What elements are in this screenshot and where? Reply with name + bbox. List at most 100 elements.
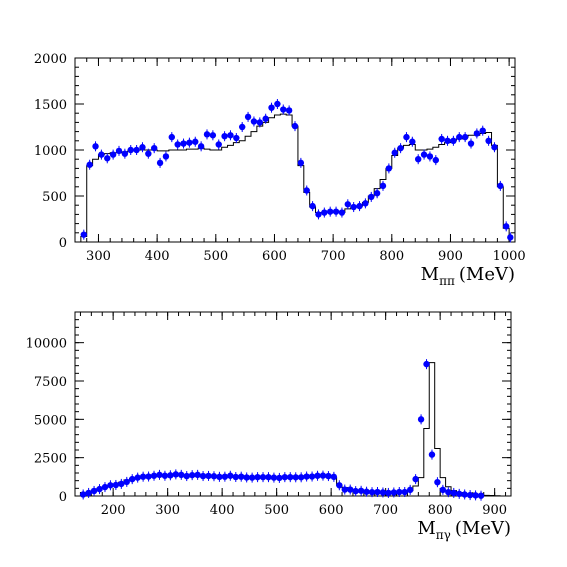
x-axis-title-main: M: [421, 264, 439, 285]
data-point: [121, 150, 129, 157]
data-point: [268, 104, 275, 111]
data-point: [215, 141, 222, 148]
data-point: [107, 482, 114, 489]
panel-mpigamma: 200 300 400 500 600 700 800 900 0 2500 5000 7500 100…: [26, 311, 512, 542]
data-point: [287, 473, 294, 481]
data-point: [134, 474, 141, 481]
data-point: [466, 491, 474, 499]
data-point: [415, 156, 422, 163]
data-point: [205, 472, 212, 480]
x-tick-label: 300: [86, 249, 111, 264]
data-point: [150, 472, 158, 479]
x-tick-label: 800: [428, 503, 453, 518]
data-point: [101, 483, 109, 491]
y-tick-label: 2000: [34, 52, 67, 67]
data-point: [133, 146, 140, 154]
data-point: [336, 482, 343, 489]
data-point: [90, 487, 98, 495]
data-point: [420, 151, 428, 158]
y-tick-label: 1500: [34, 98, 67, 113]
data-point: [456, 490, 463, 498]
data-point: [161, 472, 169, 479]
x-tick-label: 700: [373, 503, 398, 518]
y-tick-label: 7500: [34, 375, 67, 390]
data-point: [314, 472, 321, 479]
data-point: [112, 481, 120, 489]
data-point: [139, 473, 147, 480]
data-point: [352, 487, 359, 495]
data-point: [210, 473, 218, 480]
data-point: [203, 131, 211, 138]
x-tick-label: 200: [101, 503, 126, 518]
x-axis-title-main: M: [417, 518, 435, 539]
data-point: [292, 474, 299, 481]
data-point: [238, 473, 245, 480]
data-point: [497, 182, 504, 190]
y-tick-label: 1000: [34, 144, 67, 159]
data-point: [297, 474, 305, 481]
data-point: [368, 193, 375, 201]
x-tick-label: 600: [262, 249, 287, 264]
data-point: [244, 113, 252, 121]
x-tick-label: 500: [264, 503, 289, 518]
x-tick-label: 400: [210, 503, 235, 518]
data-point: [192, 138, 199, 145]
data-point: [330, 473, 338, 481]
data-point: [139, 144, 146, 151]
axis-ticks: [74, 57, 515, 243]
data-point: [315, 211, 322, 218]
data-point: [350, 203, 357, 211]
data-point: [356, 202, 363, 210]
data-point: [197, 143, 205, 150]
data-point: [232, 473, 239, 481]
x-tick-label: 700: [321, 249, 346, 264]
data-points: [79, 359, 485, 501]
data-point: [397, 144, 404, 152]
data-point: [186, 139, 193, 146]
data-point: [434, 479, 441, 486]
data-point: [401, 488, 408, 496]
data-point: [344, 201, 351, 208]
data-point: [188, 471, 196, 479]
data-point: [363, 488, 370, 495]
data-point: [341, 486, 348, 493]
tick-labels: 300 400 500 600 700 800 900 1000 0 500 1000 1500 200…: [34, 52, 526, 264]
data-point: [309, 202, 316, 210]
histogram-outline: [80, 113, 510, 242]
data-point: [86, 161, 93, 168]
data-point: [118, 480, 125, 488]
y-tick-label: 500: [42, 190, 67, 205]
x-tick-label: 900: [438, 249, 463, 264]
data-point: [321, 209, 328, 216]
data-point: [461, 491, 468, 498]
data-point: [156, 471, 163, 479]
data-point: [332, 208, 340, 215]
data-point: [183, 472, 190, 480]
data-point: [396, 488, 403, 496]
x-tick-label: 400: [145, 249, 170, 264]
data-point: [85, 489, 92, 497]
data-point: [168, 133, 175, 141]
data-point: [92, 143, 99, 150]
data-point: [472, 492, 479, 499]
data-point: [239, 123, 246, 131]
x-tick-label: 300: [155, 503, 180, 518]
data-point: [438, 135, 445, 143]
data-point: [325, 472, 332, 480]
data-point: [385, 489, 392, 497]
x-axis-title: Mππ (MeV): [421, 264, 515, 288]
data-point: [248, 474, 256, 481]
axis-ticks: [75, 311, 511, 497]
data-point: [156, 159, 164, 167]
data-point: [362, 200, 369, 207]
data-point: [262, 115, 269, 122]
data-point: [172, 471, 180, 478]
data-point: [456, 133, 463, 141]
data-point: [291, 122, 299, 130]
y-tick-label: 10000: [26, 337, 67, 352]
y-tick-label: 0: [59, 236, 67, 251]
data-point: [123, 478, 130, 486]
x-axis-title-subscript: πγ: [436, 528, 451, 542]
data-point: [379, 489, 387, 496]
